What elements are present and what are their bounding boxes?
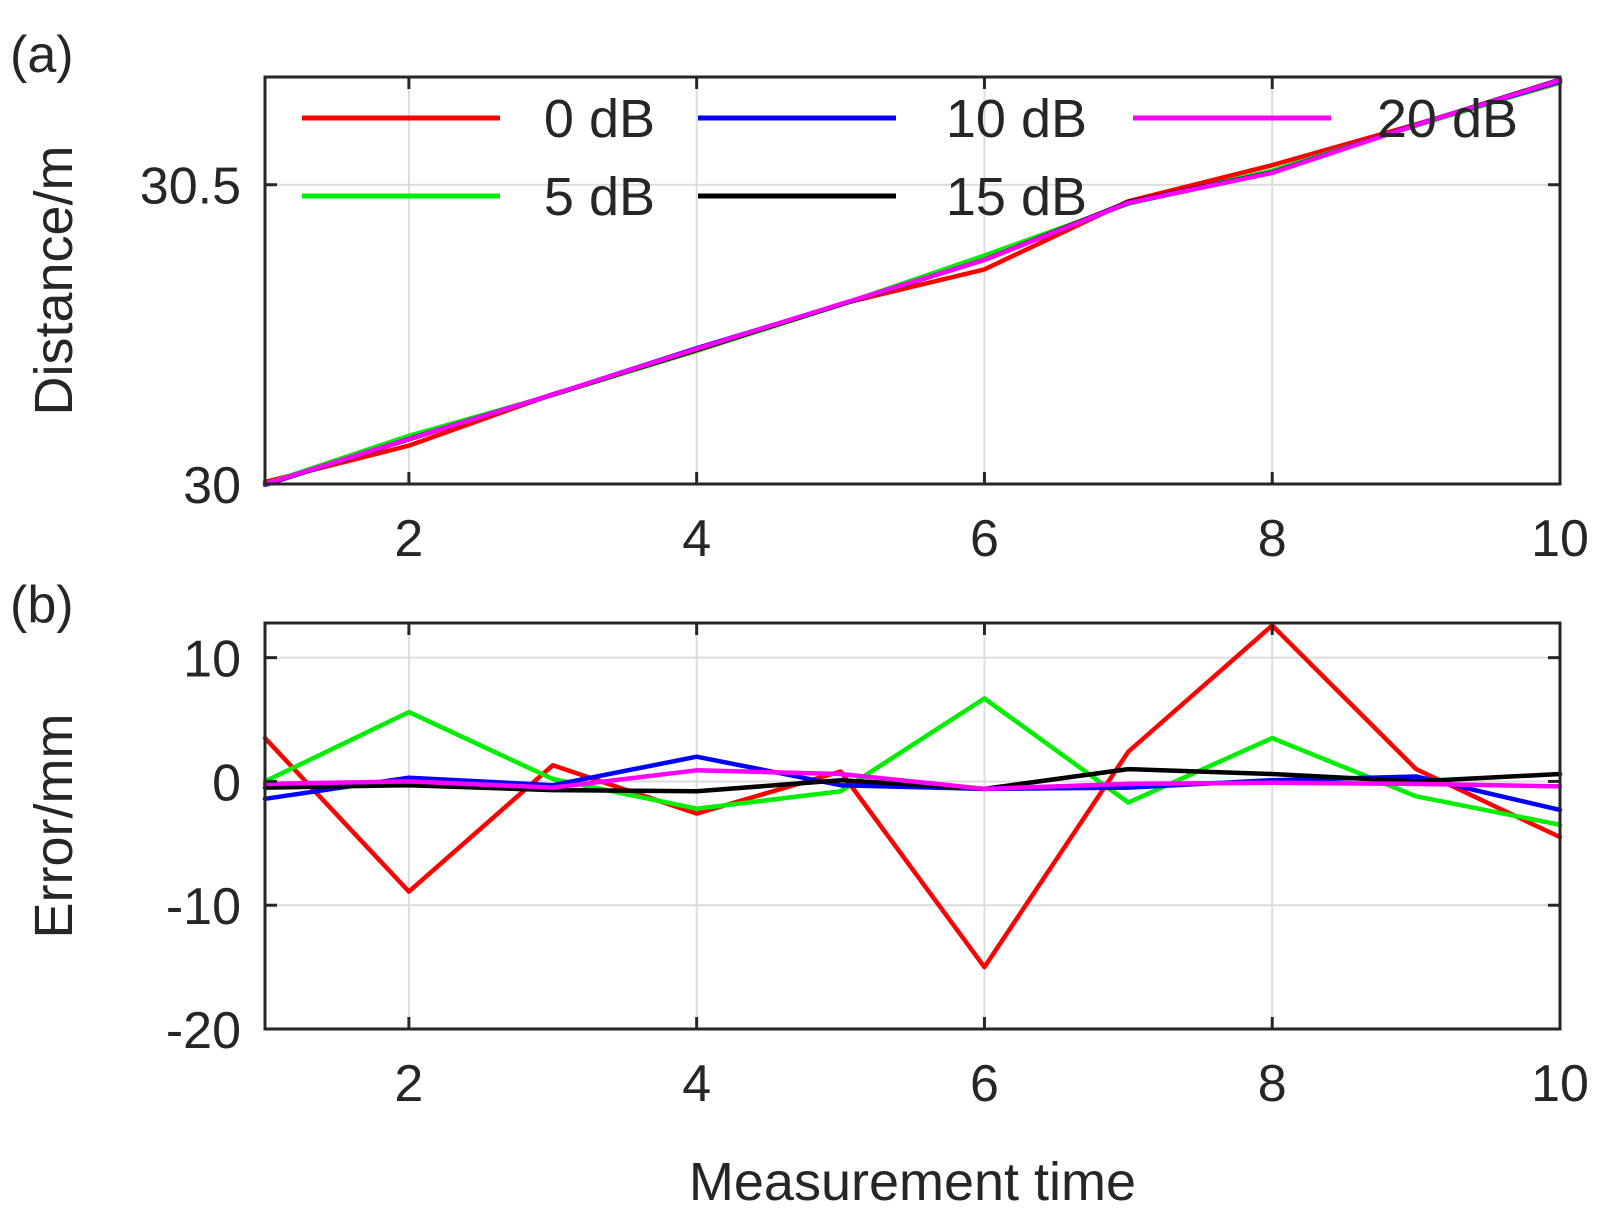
x-tick-label: 4 bbox=[682, 510, 711, 568]
grid-lines bbox=[265, 623, 1561, 1030]
x-tick-label: 6 bbox=[970, 510, 999, 568]
y-tick-label: -20 bbox=[166, 1002, 241, 1060]
y-tick-label: 30 bbox=[183, 457, 241, 515]
series-line-15db bbox=[262, 766, 1563, 794]
x-tick-label: 8 bbox=[1258, 1055, 1287, 1113]
panel-b: 2 4 6 8 10 -20 -10 0 10 (b) Error/mm Measurement ti… bbox=[10, 576, 1589, 1212]
x-tick-label: 10 bbox=[1531, 510, 1589, 568]
legend-label: 10 dB bbox=[946, 89, 1087, 149]
y-tick-label: 0 bbox=[212, 754, 241, 812]
series-line-20db bbox=[262, 77, 1563, 487]
plot-frame bbox=[263, 621, 1562, 1031]
series-group bbox=[262, 77, 1563, 488]
x-tick-label: 6 bbox=[970, 1055, 999, 1113]
x-tick-label: 2 bbox=[394, 1055, 423, 1113]
series-line-5db bbox=[262, 696, 1563, 828]
y-axis-label: Distance/m bbox=[24, 145, 84, 415]
x-tick-label: 10 bbox=[1531, 1055, 1589, 1113]
series-line-0db bbox=[262, 80, 1563, 485]
legend-item: 15 dB bbox=[698, 167, 1087, 227]
x-axis-label: Measurement time bbox=[689, 1152, 1136, 1212]
legend: 0 dB 5 dB 10 dB 15 dB 20 dB bbox=[302, 89, 1518, 227]
legend-item: 0 dB bbox=[302, 89, 655, 149]
panel-label: (b) bbox=[10, 576, 74, 634]
panel-a: 2 4 6 8 10 30 30.5 (a) Distance/m 0 dB 5 dB 10 dB 15… bbox=[10, 26, 1589, 568]
series-line-0db bbox=[262, 623, 1563, 970]
x-tick-label: 2 bbox=[394, 510, 423, 568]
legend-item: 5 dB bbox=[302, 167, 655, 227]
legend-label: 5 dB bbox=[544, 167, 655, 227]
legend-label: 15 dB bbox=[946, 167, 1087, 227]
panel-label: (a) bbox=[10, 26, 74, 84]
plot-frame bbox=[263, 75, 1562, 486]
legend-label: 0 dB bbox=[544, 89, 655, 149]
x-tick-label: 8 bbox=[1258, 510, 1287, 568]
legend-label: 20 dB bbox=[1377, 89, 1518, 149]
legend-item: 10 dB bbox=[698, 89, 1087, 149]
y-tick-label: -10 bbox=[166, 878, 241, 936]
y-tick-label: 30.5 bbox=[140, 158, 241, 216]
y-axis-label: Error/mm bbox=[24, 714, 84, 939]
series-group bbox=[262, 623, 1563, 970]
legend-item: 20 dB bbox=[1133, 89, 1518, 149]
series-line-20db bbox=[262, 768, 1563, 792]
x-tick-label: 4 bbox=[682, 1055, 711, 1113]
y-tick-label: 10 bbox=[183, 631, 241, 689]
